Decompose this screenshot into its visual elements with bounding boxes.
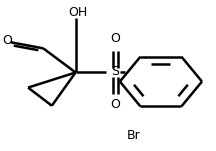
Text: OH: OH <box>68 6 87 19</box>
Text: O: O <box>111 98 121 111</box>
Text: Br: Br <box>127 129 140 142</box>
Text: O: O <box>111 32 121 45</box>
Text: O: O <box>2 34 12 47</box>
Text: S: S <box>111 65 120 78</box>
